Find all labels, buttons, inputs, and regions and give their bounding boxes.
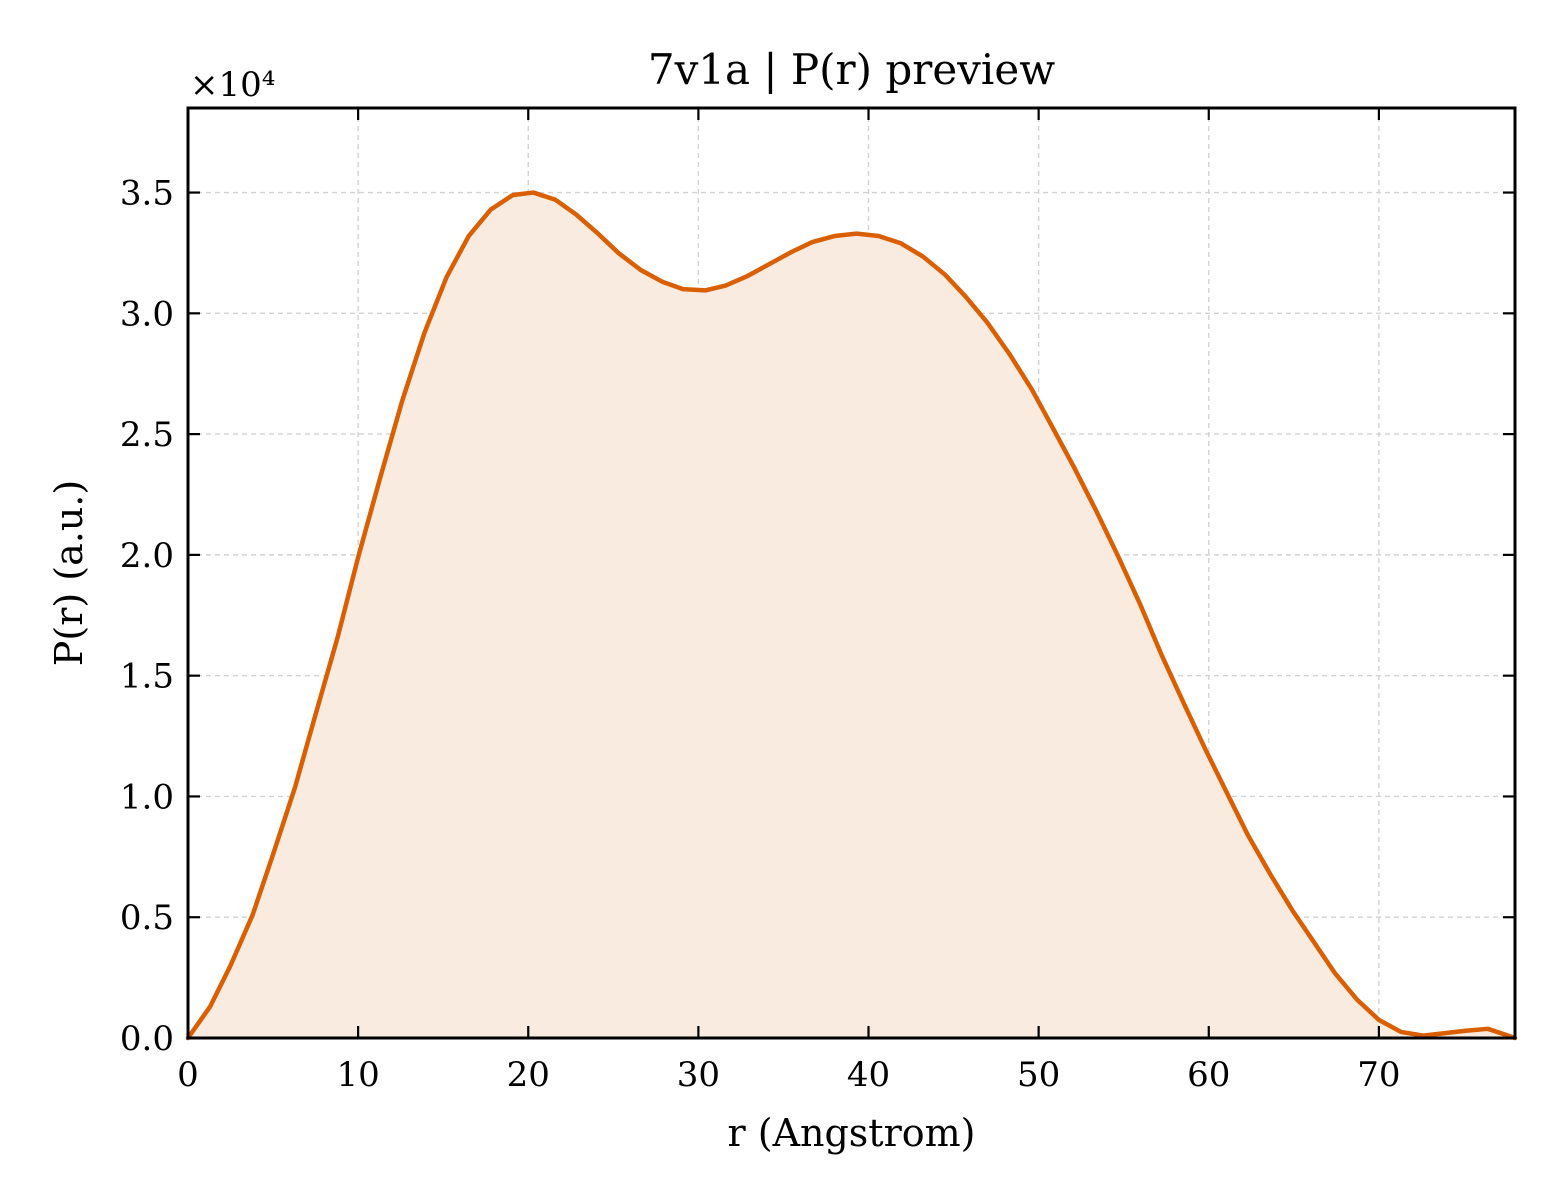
x-tick-label: 30 <box>677 1055 720 1095</box>
y-tick-label: 2.0 <box>120 536 174 576</box>
y-axis-offset-label: ×10⁴ <box>190 65 275 105</box>
y-tick-label: 0.5 <box>120 898 174 938</box>
y-tick-label: 2.5 <box>120 415 174 455</box>
y-tick-label: 3.0 <box>120 294 174 334</box>
y-tick-label: 0.0 <box>120 1019 174 1059</box>
x-axis-label: r (Angstrom) <box>728 1111 976 1155</box>
axis-ticks: 0 10 20 30 40 50 60 70 0.0 0.5 1.0 1.5 2.0 2.5 3.0 3.5 <box>120 108 1515 1095</box>
y-tick-label: 1.0 <box>120 777 174 817</box>
pr-curve-line <box>185 190 1518 1041</box>
y-tick-label: 1.5 <box>120 657 174 697</box>
x-tick-label: 10 <box>336 1055 379 1095</box>
x-tick-label: 60 <box>1187 1055 1230 1095</box>
y-axis-label: P(r) (a.u.) <box>47 480 91 666</box>
plot-frame <box>186 106 1517 1040</box>
x-tick-label: 70 <box>1357 1055 1400 1095</box>
x-tick-label: 40 <box>847 1055 890 1095</box>
x-tick-label: 50 <box>1017 1055 1060 1095</box>
pr-area-fill <box>188 192 1515 1039</box>
x-tick-label: 0 <box>177 1055 199 1095</box>
x-tick-label: 20 <box>507 1055 550 1095</box>
chart-title: 7v1a | P(r) preview <box>648 45 1055 94</box>
y-tick-label: 3.5 <box>120 174 174 214</box>
